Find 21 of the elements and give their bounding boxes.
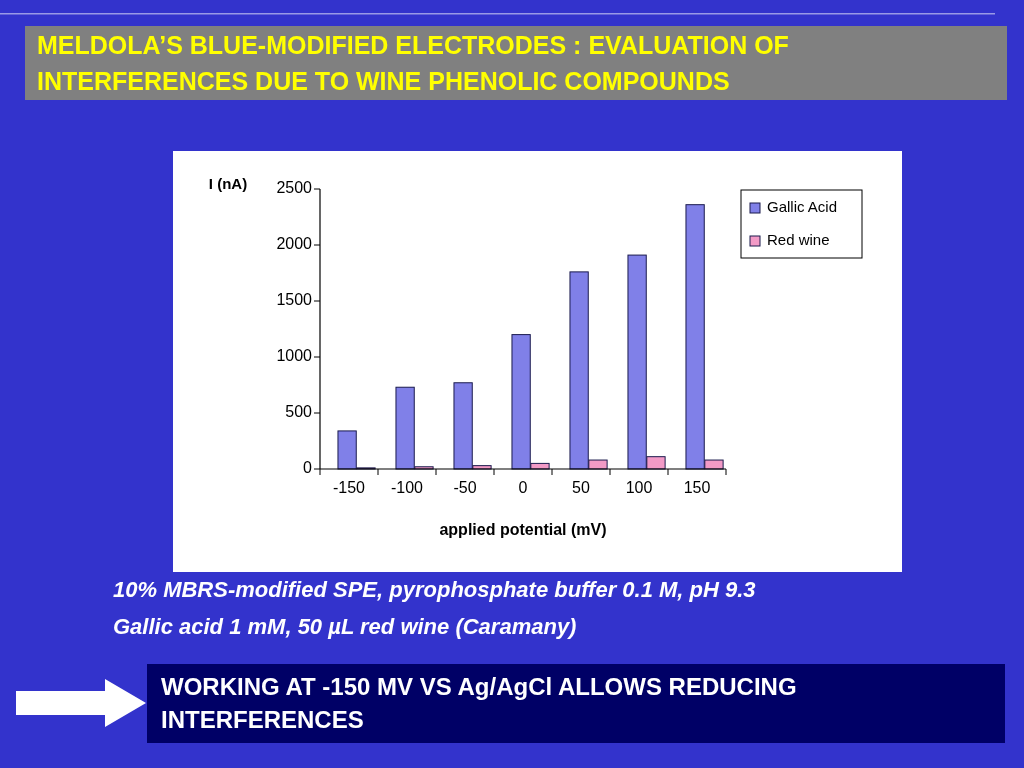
- text: Gallic acid 1 mM, 50 µL red wine (Caramany): [113, 613, 577, 641]
- y-tick-label: 0: [303, 459, 313, 477]
- x-tick-label: 100: [625, 479, 653, 496]
- x-tick-label: 150: [683, 479, 711, 496]
- y-tick-label: 1000: [276, 347, 313, 365]
- y-tick-label: 2500: [276, 179, 313, 197]
- y-tick-label: 2000: [276, 235, 313, 253]
- x-tick-label: 50: [572, 479, 590, 496]
- text: 10% MBRS-modified SPE, pyrophosphate buffer 0.1 M, pH 9.3: [113, 576, 756, 604]
- y-tick-label: 1500: [276, 291, 313, 309]
- x-tick-label: -100: [390, 479, 424, 496]
- x-tick-label: -50: [453, 479, 477, 496]
- x-tick-label: -150: [332, 479, 366, 496]
- legend-label: Gallic Acid: [767, 197, 838, 215]
- x-axis-title: applied potential (mV): [439, 521, 607, 538]
- text: WORKING AT -150 MV VS Ag/AgCl ALLOWS REDUCING INTERFERENCES: [147, 664, 1005, 743]
- legend-label: Red wine: [767, 230, 830, 248]
- x-tick-label: 0: [518, 479, 528, 496]
- y-axis-title: I (nA): [208, 175, 248, 192]
- chart-title: MELDOLA’S BLUE-MODIFIED ELECTRODES : EVALUATION OF INTERFERENCES DUE TO WINE PHENOLIC COMPOUNDS: [25, 26, 1007, 100]
- y-tick-label: 500: [285, 403, 313, 421]
